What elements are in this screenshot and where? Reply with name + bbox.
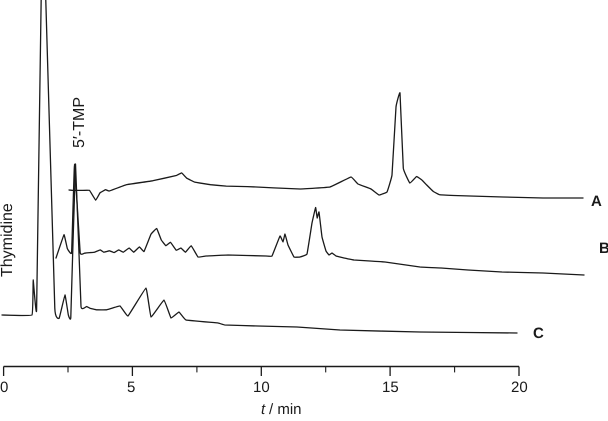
svg-text:Thymidine: Thymidine	[0, 203, 16, 277]
svg-text:A: A	[591, 193, 602, 210]
svg-text:C: C	[533, 325, 544, 342]
svg-text:15: 15	[382, 379, 399, 396]
svg-text:5′-TMP: 5′-TMP	[71, 97, 88, 148]
svg-text:5: 5	[127, 379, 135, 396]
svg-text:10: 10	[253, 379, 270, 396]
svg-text:20: 20	[511, 379, 528, 396]
svg-text:B: B	[599, 240, 608, 257]
svg-text:/ min: / min	[269, 401, 302, 418]
svg-text:0: 0	[0, 379, 8, 396]
svg-text:t: t	[261, 401, 266, 418]
